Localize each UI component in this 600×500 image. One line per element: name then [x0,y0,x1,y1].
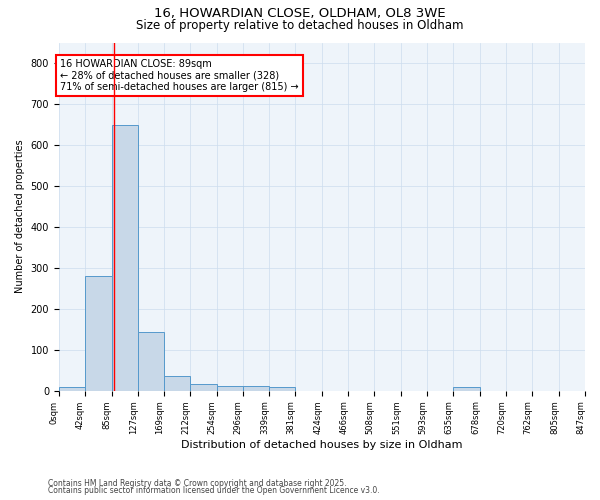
Text: 16, HOWARDIAN CLOSE, OLDHAM, OL8 3WE: 16, HOWARDIAN CLOSE, OLDHAM, OL8 3WE [154,8,446,20]
Bar [112,126,137,390]
Bar [164,376,190,390]
Y-axis label: Number of detached properties: Number of detached properties [15,140,25,294]
Bar [137,332,164,390]
Bar [217,386,242,390]
Text: 16 HOWARDIAN CLOSE: 89sqm
← 28% of detached houses are smaller (328)
71% of semi: 16 HOWARDIAN CLOSE: 89sqm ← 28% of detac… [60,59,299,92]
Bar [190,384,217,390]
Bar [59,388,85,390]
X-axis label: Distribution of detached houses by size in Oldham: Distribution of detached houses by size … [181,440,463,450]
Bar [242,386,269,390]
Bar [85,276,112,390]
Bar [453,388,480,390]
Text: Contains HM Land Registry data © Crown copyright and database right 2025.: Contains HM Land Registry data © Crown c… [48,478,347,488]
Text: Contains public sector information licensed under the Open Government Licence v3: Contains public sector information licen… [48,486,380,495]
Text: Size of property relative to detached houses in Oldham: Size of property relative to detached ho… [136,18,464,32]
Bar [269,387,295,390]
